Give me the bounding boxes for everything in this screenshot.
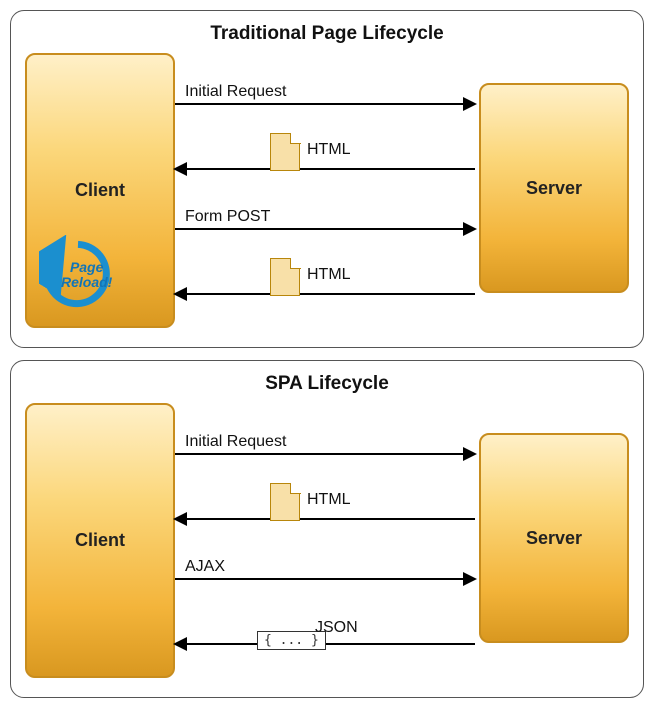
label-spa-initial-request: Initial Request [185,433,286,451]
arrow-ajax [175,578,475,580]
traditional-client-box: Client Page Reload! [25,53,175,328]
spa-client-box: Client [25,403,175,678]
label-json: JSON [315,619,358,637]
page-reload-badge: Page Reload! [39,235,117,313]
label-ajax: AJAX [185,558,225,576]
arrow-spa-initial-request [175,453,475,455]
label-form-post: Form POST [185,208,270,226]
reload-text: Page Reload! [61,260,112,289]
spa-panel: SPA Lifecycle Client Server Initial Requ… [10,360,644,698]
label-initial-request: Initial Request [185,83,286,101]
traditional-row: Client Page Reload! Server [25,53,629,333]
spa-client-label: Client [75,530,125,551]
html-doc-icon [270,258,300,296]
spa-server-box: Server [479,433,629,643]
spa-server-label: Server [526,528,582,549]
label-spa-html: HTML [307,491,351,509]
arrow-spa-html [175,518,475,520]
traditional-server-label: Server [526,178,582,199]
html-doc-icon [270,133,300,171]
traditional-server-box: Server [479,83,629,293]
label-html-2: HTML [307,266,351,284]
traditional-client-label: Client [75,180,125,201]
arrow-form-post [175,228,475,230]
arrow-html-response-2 [175,293,475,295]
spa-row: Client Server Initial Request HTML AJAX … [25,403,629,683]
arrow-initial-request [175,103,475,105]
label-html-1: HTML [307,141,351,159]
traditional-panel: Traditional Page Lifecycle Client Page R… [10,10,644,348]
arrow-html-response-1 [175,168,475,170]
html-doc-icon [270,483,300,521]
traditional-title: Traditional Page Lifecycle [25,23,629,45]
spa-title: SPA Lifecycle [25,373,629,395]
